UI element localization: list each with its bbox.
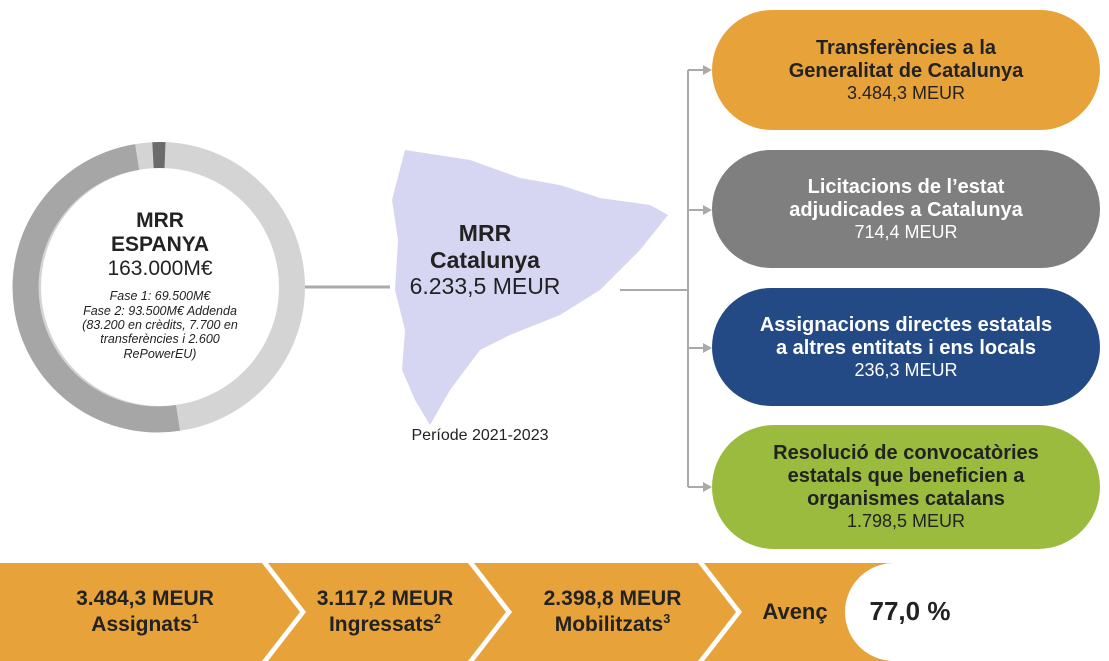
progress-title: Avenç <box>762 599 828 625</box>
donut-note: Fase 1: 69.500M€ <box>109 289 211 304</box>
step-note: 3 <box>663 611 671 626</box>
donut-note: (83.200 en crèdits, 7.700 en <box>82 318 238 333</box>
progress-pill <box>900 563 1109 661</box>
box-title: Generalitat de Catalunya <box>788 59 1024 82</box>
progress-value: 77,0 % <box>845 568 975 656</box>
step-amount: 3.484,3 MEUR <box>76 587 214 611</box>
branch <box>620 69 706 488</box>
step-text: Assignats1 <box>91 612 198 637</box>
center-amount: 6.233,5 MEUR <box>409 273 561 300</box>
box <box>712 150 1100 268</box>
box-amount: 3.484,3 MEUR <box>846 82 966 103</box>
donut-label: MRR ESPANYA 163.000M€ Fase 1: 69.500M€ Fase … <box>40 170 280 400</box>
step-note: 2 <box>434 611 442 626</box>
box-label: Resolució de convocatòries estatals que b… <box>712 425 1100 549</box>
center-label: MRR Catalunya 6.233,5 MEUR <box>400 210 570 310</box>
donut-title: ESPANYA <box>110 232 210 256</box>
box <box>712 10 1100 130</box>
step-amount: 3.117,2 MEUR <box>316 587 454 611</box>
period: Període 2021-2023 <box>380 424 580 448</box>
center-title: Catalunya <box>430 246 540 273</box>
box-amount: 1.798,5 MEUR <box>846 511 966 532</box>
step-text: Mobilitzats3 <box>555 612 671 637</box>
step-label: Assignats <box>91 612 192 636</box>
box-label: Licitacions de l’estat adjudicades a Cata… <box>712 150 1100 268</box>
donut-note: transferències i 2.600 <box>100 332 220 347</box>
progress-value: 77,0 % <box>869 596 951 627</box>
progress-label: Avenç <box>740 568 850 656</box>
box-title: Transferències a la <box>815 36 997 59</box>
box-label: Assignacions directes estatals a altres e… <box>712 288 1100 406</box>
map <box>392 150 668 425</box>
box <box>712 425 1100 549</box>
step-label: 3.117,2 MEUR Ingressats2 <box>280 568 490 656</box>
step-label: 2.398,8 MEUR Mobilitzats3 <box>505 568 720 656</box>
step-note: 1 <box>191 611 199 626</box>
step-label: Mobilitzats <box>554 612 664 636</box>
box-title: estatals que beneficien a <box>787 465 1025 488</box>
box <box>712 288 1100 406</box>
period-label: Període 2021-2023 <box>411 426 549 444</box>
arrowheads <box>703 65 712 492</box>
step-text: Ingressats2 <box>329 612 441 637</box>
box-title: Licitacions de l’estat <box>807 175 1005 198</box>
step-label: 3.484,3 MEUR Assignats1 <box>20 568 270 656</box>
box-title: Resolució de convocatòries <box>773 442 1039 465</box>
step-amount: 2.398,8 MEUR <box>543 587 682 611</box>
box-title: a altres entitats i ens locals <box>775 336 1037 359</box>
chevrons <box>0 563 900 661</box>
box-amount: 714,4 MEUR <box>854 221 958 242</box>
box-title: organismes catalans <box>807 488 1005 511</box>
donut-amount: 163.000M€ <box>107 257 213 281</box>
donut-note: RePowerEU) <box>123 346 197 361</box>
donut-title: MRR <box>136 208 184 232</box>
center-title: MRR <box>458 220 512 247</box>
box-title: Assignacions directes estatals <box>759 313 1053 336</box>
donut-segment <box>12 144 180 433</box>
donut-note: Fase 2: 93.500M€ Addenda <box>83 303 237 318</box>
step-label: Ingressats <box>328 612 435 636</box>
box-title: adjudicades a Catalunya <box>789 198 1023 221</box>
box-amount: 236,3 MEUR <box>854 359 958 380</box>
box-label: Transferències a la Generalitat de Catalu… <box>712 10 1100 130</box>
